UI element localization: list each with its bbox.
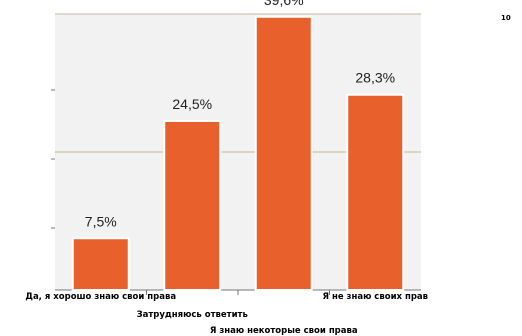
bar-value-label-2: 39,6% [264, 0, 304, 8]
bar-1 [163, 119, 222, 291]
category-label-1: Затрудняюсь ответить [137, 310, 248, 320]
bar-value-label-1: 24,5% [172, 96, 212, 112]
bar-value-label-3: 28,3% [355, 70, 395, 86]
category-label-3: Я не знаю своих прав [322, 292, 428, 302]
bar-0 [71, 237, 130, 291]
category-label-0: Да, я хорошо знаю свои права [25, 292, 176, 302]
category-label-2: Я знаю некоторые свои права [210, 326, 358, 336]
corner-tick-label: 10 [501, 14, 511, 22]
bar-2 [254, 15, 313, 291]
bar-3 [346, 93, 405, 292]
bar-value-label-0: 7,5% [85, 213, 117, 229]
